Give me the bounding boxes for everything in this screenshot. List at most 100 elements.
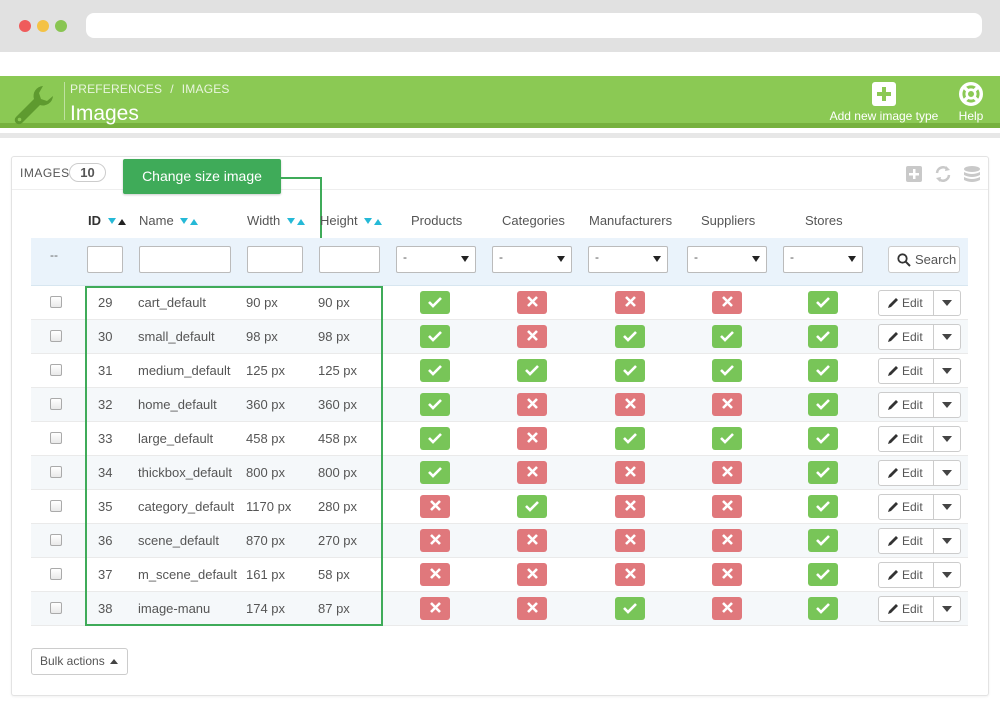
status-enabled-categories[interactable]	[517, 359, 547, 382]
address-bar[interactable]	[86, 13, 982, 38]
status-disabled-categories[interactable]	[517, 393, 547, 416]
row-checkbox[interactable]	[50, 602, 62, 614]
row-actions-dropdown[interactable]	[934, 427, 960, 451]
table-row[interactable]: 29 cart_default 90 px 90 px Edit	[31, 286, 968, 320]
status-disabled-suppliers[interactable]	[712, 495, 742, 518]
status-enabled-products[interactable]	[420, 393, 450, 416]
status-disabled-categories[interactable]	[517, 325, 547, 348]
status-disabled-manufacturers[interactable]	[615, 529, 645, 552]
sort-icon[interactable]	[286, 217, 307, 226]
status-enabled-stores[interactable]	[808, 359, 838, 382]
status-enabled-stores[interactable]	[808, 597, 838, 620]
breadcrumb-preferences[interactable]: PREFERENCES	[70, 82, 163, 96]
status-enabled-stores[interactable]	[808, 563, 838, 586]
status-enabled-stores[interactable]	[808, 427, 838, 450]
row-actions-dropdown[interactable]	[934, 325, 960, 349]
filter-height-input[interactable]	[319, 246, 380, 273]
filter-width-input[interactable]	[247, 246, 303, 273]
status-enabled-stores[interactable]	[808, 325, 838, 348]
status-enabled-products[interactable]	[420, 427, 450, 450]
row-actions-dropdown[interactable]	[934, 393, 960, 417]
filter-products-select[interactable]: -	[396, 246, 476, 273]
status-enabled-manufacturers[interactable]	[615, 325, 645, 348]
row-checkbox[interactable]	[50, 364, 62, 376]
edit-button[interactable]: Edit	[879, 393, 934, 417]
refresh-icon[interactable]	[934, 165, 952, 183]
status-disabled-manufacturers[interactable]	[615, 393, 645, 416]
status-disabled-manufacturers[interactable]	[615, 461, 645, 484]
table-row[interactable]: 35 category_default 1170 px 280 px Edit	[31, 490, 968, 524]
filter-name-input[interactable]	[139, 246, 231, 273]
status-disabled-suppliers[interactable]	[712, 291, 742, 314]
status-enabled-suppliers[interactable]	[712, 359, 742, 382]
status-enabled-products[interactable]	[420, 359, 450, 382]
status-disabled-products[interactable]	[420, 529, 450, 552]
row-actions-dropdown[interactable]	[934, 291, 960, 315]
column-header-name[interactable]: Name	[139, 213, 200, 228]
status-enabled-manufacturers[interactable]	[615, 427, 645, 450]
edit-button[interactable]: Edit	[879, 495, 934, 519]
status-disabled-suppliers[interactable]	[712, 563, 742, 586]
table-row[interactable]: 33 large_default 458 px 458 px Edit	[31, 422, 968, 456]
bulk-actions-button[interactable]: Bulk actions	[31, 648, 128, 675]
row-checkbox[interactable]	[50, 568, 62, 580]
status-disabled-products[interactable]	[420, 597, 450, 620]
status-disabled-suppliers[interactable]	[712, 597, 742, 620]
status-disabled-suppliers[interactable]	[712, 529, 742, 552]
row-actions-dropdown[interactable]	[934, 359, 960, 383]
row-actions-dropdown[interactable]	[934, 461, 960, 485]
status-enabled-stores[interactable]	[808, 529, 838, 552]
table-row[interactable]: 37 m_scene_default 161 px 58 px Edit	[31, 558, 968, 592]
window-minimize-dot[interactable]	[37, 20, 49, 32]
edit-button[interactable]: Edit	[879, 563, 934, 587]
status-disabled-categories[interactable]	[517, 291, 547, 314]
edit-button[interactable]: Edit	[879, 461, 934, 485]
status-disabled-manufacturers[interactable]	[615, 291, 645, 314]
edit-button[interactable]: Edit	[879, 529, 934, 553]
status-disabled-suppliers[interactable]	[712, 393, 742, 416]
row-checkbox[interactable]	[50, 330, 62, 342]
status-enabled-manufacturers[interactable]	[615, 359, 645, 382]
table-row[interactable]: 36 scene_default 870 px 270 px Edit	[31, 524, 968, 558]
row-actions-dropdown[interactable]	[934, 529, 960, 553]
edit-button[interactable]: Edit	[879, 597, 934, 621]
status-enabled-stores[interactable]	[808, 461, 838, 484]
row-checkbox[interactable]	[50, 466, 62, 478]
sort-icon[interactable]	[364, 217, 384, 226]
breadcrumb-images[interactable]: IMAGES	[181, 82, 230, 96]
search-button[interactable]: Search	[888, 246, 960, 273]
filter-id-input[interactable]	[87, 246, 123, 273]
status-disabled-categories[interactable]	[517, 427, 547, 450]
status-enabled-stores[interactable]	[808, 495, 838, 518]
column-header-id[interactable]: ID	[88, 213, 128, 228]
edit-button[interactable]: Edit	[879, 325, 934, 349]
filter-stores-select[interactable]: -	[783, 246, 863, 273]
status-disabled-categories[interactable]	[517, 461, 547, 484]
status-disabled-products[interactable]	[420, 495, 450, 518]
status-enabled-categories[interactable]	[517, 495, 547, 518]
row-checkbox[interactable]	[50, 534, 62, 546]
status-disabled-categories[interactable]	[517, 529, 547, 552]
database-icon[interactable]	[963, 165, 981, 185]
edit-button[interactable]: Edit	[879, 427, 934, 451]
column-header-height[interactable]: Height	[320, 213, 384, 228]
window-maximize-dot[interactable]	[55, 20, 67, 32]
filter-manufacturers-select[interactable]: -	[588, 246, 668, 273]
table-row[interactable]: 32 home_default 360 px 360 px Edit	[31, 388, 968, 422]
status-disabled-manufacturers[interactable]	[615, 495, 645, 518]
status-enabled-suppliers[interactable]	[712, 427, 742, 450]
status-disabled-categories[interactable]	[517, 563, 547, 586]
status-enabled-manufacturers[interactable]	[615, 597, 645, 620]
table-row[interactable]: 34 thickbox_default 800 px 800 px Edit	[31, 456, 968, 490]
status-enabled-stores[interactable]	[808, 393, 838, 416]
filter-categories-select[interactable]: -	[492, 246, 572, 273]
status-enabled-products[interactable]	[420, 325, 450, 348]
status-disabled-suppliers[interactable]	[712, 461, 742, 484]
row-actions-dropdown[interactable]	[934, 597, 960, 621]
status-disabled-manufacturers[interactable]	[615, 563, 645, 586]
row-checkbox[interactable]	[50, 296, 62, 308]
row-actions-dropdown[interactable]	[934, 495, 960, 519]
help-button[interactable]: Help	[955, 82, 987, 123]
status-disabled-products[interactable]	[420, 563, 450, 586]
table-row[interactable]: 31 medium_default 125 px 125 px Edit	[31, 354, 968, 388]
